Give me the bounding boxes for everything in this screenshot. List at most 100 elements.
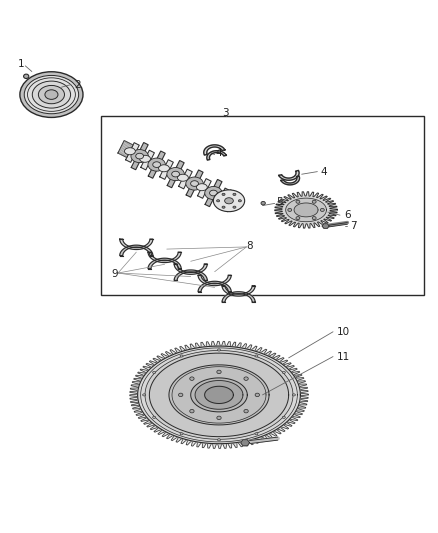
Ellipse shape — [216, 200, 219, 202]
Polygon shape — [216, 188, 230, 208]
Ellipse shape — [312, 216, 316, 220]
Ellipse shape — [153, 162, 161, 167]
Text: 9: 9 — [111, 269, 118, 279]
Ellipse shape — [24, 74, 29, 78]
Ellipse shape — [261, 201, 265, 205]
Ellipse shape — [39, 85, 64, 104]
Ellipse shape — [140, 155, 151, 162]
Ellipse shape — [205, 187, 222, 199]
Ellipse shape — [20, 72, 83, 117]
Ellipse shape — [218, 439, 220, 441]
Ellipse shape — [143, 394, 146, 396]
Polygon shape — [148, 252, 181, 263]
Ellipse shape — [217, 416, 221, 419]
Polygon shape — [118, 141, 133, 157]
Text: 4: 4 — [320, 167, 327, 176]
Ellipse shape — [131, 150, 148, 163]
Polygon shape — [120, 245, 153, 256]
Text: 6: 6 — [344, 210, 351, 220]
Ellipse shape — [177, 174, 188, 181]
Polygon shape — [179, 169, 192, 189]
Polygon shape — [279, 171, 299, 180]
Polygon shape — [198, 179, 211, 198]
Ellipse shape — [255, 393, 259, 397]
Ellipse shape — [255, 433, 258, 435]
Ellipse shape — [179, 393, 183, 397]
Ellipse shape — [288, 208, 292, 212]
Polygon shape — [205, 180, 222, 207]
Ellipse shape — [292, 394, 295, 396]
Ellipse shape — [222, 206, 225, 208]
Text: 10: 10 — [336, 327, 350, 337]
Polygon shape — [207, 151, 226, 160]
Polygon shape — [222, 292, 255, 302]
Polygon shape — [167, 160, 184, 188]
Ellipse shape — [32, 81, 71, 108]
Polygon shape — [174, 264, 207, 274]
Polygon shape — [148, 258, 181, 269]
Text: 3: 3 — [222, 108, 229, 118]
Polygon shape — [120, 239, 153, 249]
Polygon shape — [186, 170, 203, 197]
Ellipse shape — [218, 349, 220, 351]
Polygon shape — [130, 341, 308, 448]
Ellipse shape — [167, 167, 184, 181]
Polygon shape — [138, 346, 300, 443]
Ellipse shape — [215, 193, 226, 200]
Text: 11: 11 — [336, 352, 350, 361]
Ellipse shape — [255, 355, 258, 357]
Text: 8: 8 — [246, 240, 253, 251]
Ellipse shape — [186, 177, 203, 190]
Polygon shape — [145, 351, 293, 439]
Ellipse shape — [209, 190, 217, 196]
Ellipse shape — [159, 165, 170, 172]
Polygon shape — [160, 160, 173, 180]
Ellipse shape — [172, 171, 180, 177]
Polygon shape — [275, 192, 337, 228]
Ellipse shape — [213, 190, 245, 212]
Ellipse shape — [244, 377, 248, 381]
Ellipse shape — [153, 372, 155, 374]
Ellipse shape — [222, 193, 225, 196]
Polygon shape — [148, 151, 165, 178]
Polygon shape — [149, 353, 289, 437]
Ellipse shape — [233, 206, 236, 208]
Ellipse shape — [238, 200, 241, 202]
Ellipse shape — [136, 154, 144, 159]
Ellipse shape — [283, 416, 285, 418]
Polygon shape — [281, 176, 300, 185]
Ellipse shape — [190, 377, 194, 381]
Polygon shape — [294, 203, 318, 217]
Polygon shape — [221, 190, 237, 212]
Polygon shape — [222, 286, 255, 296]
Text: 5: 5 — [277, 197, 283, 207]
Ellipse shape — [296, 200, 300, 203]
Ellipse shape — [320, 208, 324, 212]
Polygon shape — [205, 386, 233, 403]
Ellipse shape — [45, 90, 58, 99]
Text: 2: 2 — [74, 79, 81, 90]
Ellipse shape — [180, 355, 183, 357]
Text: 4: 4 — [215, 148, 223, 158]
Text: 7: 7 — [350, 221, 357, 231]
Polygon shape — [198, 275, 231, 286]
Ellipse shape — [148, 158, 166, 171]
Polygon shape — [204, 145, 225, 155]
Ellipse shape — [244, 409, 248, 413]
Polygon shape — [198, 281, 231, 292]
Polygon shape — [195, 381, 243, 409]
Ellipse shape — [196, 184, 207, 191]
Ellipse shape — [124, 148, 135, 155]
Ellipse shape — [225, 198, 233, 204]
Polygon shape — [241, 440, 250, 446]
Polygon shape — [126, 143, 139, 163]
Ellipse shape — [190, 409, 194, 413]
Text: 1: 1 — [18, 59, 24, 69]
Ellipse shape — [217, 370, 221, 374]
Polygon shape — [191, 378, 247, 412]
Ellipse shape — [312, 200, 316, 203]
Ellipse shape — [296, 216, 300, 220]
Polygon shape — [141, 150, 154, 170]
Ellipse shape — [283, 372, 285, 374]
Polygon shape — [174, 270, 207, 280]
